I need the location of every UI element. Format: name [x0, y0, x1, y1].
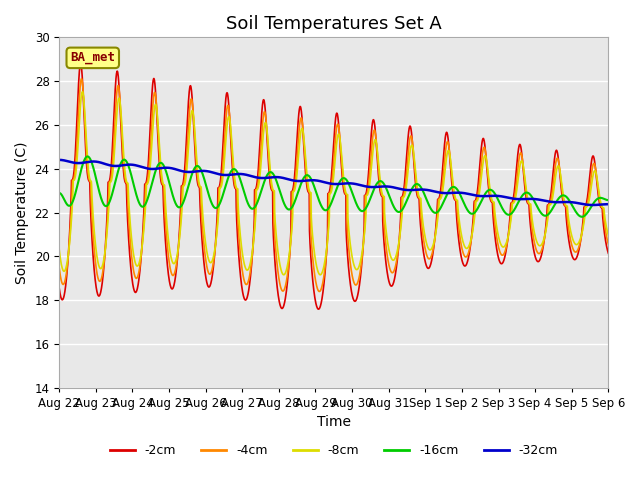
-16cm	[572, 208, 579, 214]
-2cm	[350, 298, 358, 303]
-32cm	[589, 202, 596, 208]
-4cm	[316, 288, 323, 294]
-2cm	[209, 270, 216, 276]
-16cm	[209, 202, 216, 208]
-4cm	[556, 171, 564, 177]
-4cm	[209, 264, 216, 270]
Line: -32cm: -32cm	[60, 160, 608, 205]
-8cm	[494, 230, 502, 236]
-16cm	[493, 195, 501, 201]
-2cm	[604, 250, 612, 256]
-8cm	[209, 257, 216, 263]
-4cm	[350, 280, 358, 286]
-16cm	[556, 194, 564, 200]
-2cm	[56, 286, 63, 291]
-4cm	[362, 192, 370, 198]
-32cm	[56, 157, 63, 163]
-2cm	[494, 252, 502, 257]
-16cm	[56, 190, 63, 196]
-4cm	[494, 240, 502, 246]
-8cm	[350, 263, 358, 268]
-16cm	[578, 214, 586, 220]
Text: BA_met: BA_met	[70, 51, 115, 64]
-8cm	[556, 170, 564, 176]
-4cm	[77, 76, 85, 82]
-8cm	[56, 247, 63, 253]
-2cm	[556, 175, 564, 181]
-8cm	[79, 89, 86, 95]
X-axis label: Time: Time	[317, 415, 351, 429]
-32cm	[604, 201, 612, 207]
-2cm	[315, 306, 323, 312]
Title: Soil Temperatures Set A: Soil Temperatures Set A	[226, 15, 442, 33]
Line: -16cm: -16cm	[60, 156, 608, 217]
-8cm	[316, 272, 324, 277]
-32cm	[349, 181, 357, 187]
-2cm	[362, 191, 370, 197]
Legend: -2cm, -4cm, -8cm, -16cm, -32cm: -2cm, -4cm, -8cm, -16cm, -32cm	[104, 440, 563, 463]
-16cm	[362, 205, 369, 211]
-2cm	[77, 61, 84, 67]
-4cm	[572, 249, 579, 255]
-16cm	[84, 154, 92, 159]
-32cm	[571, 200, 579, 205]
-32cm	[362, 183, 369, 189]
-32cm	[209, 169, 216, 175]
Y-axis label: Soil Temperature (C): Soil Temperature (C)	[15, 141, 29, 284]
-16cm	[604, 197, 612, 203]
-16cm	[350, 194, 358, 200]
-32cm	[556, 199, 564, 205]
Line: -8cm: -8cm	[60, 92, 608, 275]
-8cm	[604, 232, 612, 238]
-8cm	[572, 241, 579, 247]
Line: -4cm: -4cm	[60, 79, 608, 291]
-4cm	[56, 265, 63, 271]
Line: -2cm: -2cm	[60, 64, 608, 309]
-8cm	[362, 210, 370, 216]
-32cm	[493, 193, 501, 199]
-4cm	[604, 241, 612, 247]
-2cm	[572, 256, 579, 262]
